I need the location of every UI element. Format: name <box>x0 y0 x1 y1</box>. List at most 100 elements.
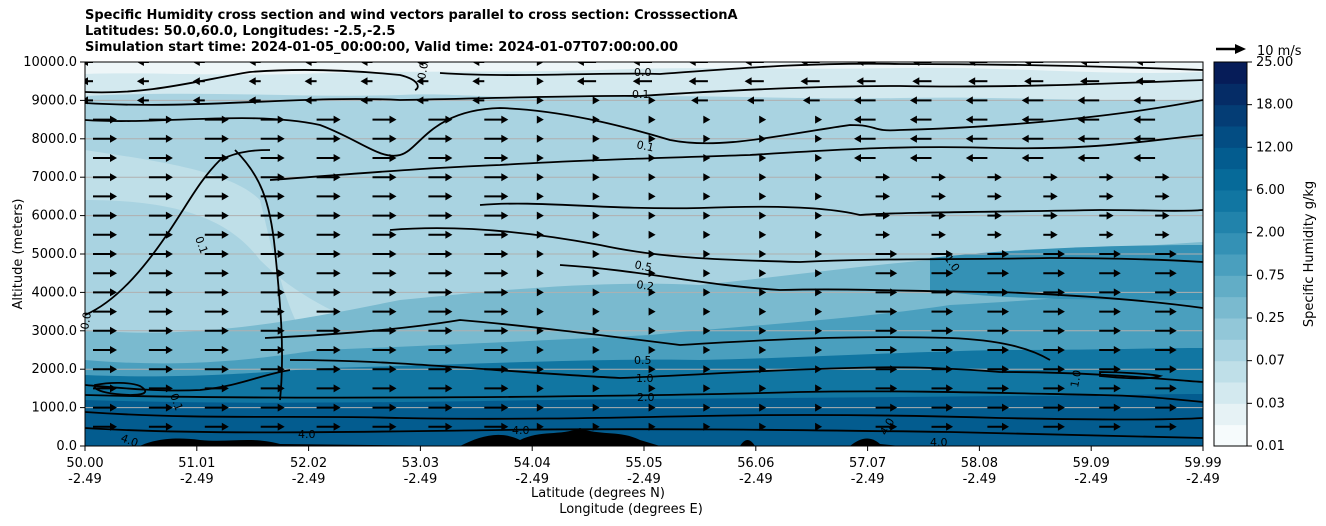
wind-vector <box>1080 77 1100 86</box>
wind-vector <box>931 422 954 431</box>
wind-vector <box>1099 326 1121 335</box>
y-axis-label: Altitude (meters) <box>11 199 26 310</box>
wind-vector-head <box>1113 346 1121 354</box>
wind-vector-head <box>1135 62 1143 66</box>
wind-vector-head <box>389 288 397 297</box>
wind-vector <box>93 307 117 316</box>
wind-vector-head <box>472 96 480 105</box>
wind-vector <box>987 403 1009 412</box>
wind-vector <box>703 134 711 143</box>
wind-vector-head <box>472 77 480 86</box>
wind-vector-head <box>221 365 229 374</box>
wind-vector <box>372 346 397 354</box>
wind-vector <box>204 230 229 239</box>
wind-vector <box>428 422 453 431</box>
wind-vector <box>428 192 453 201</box>
wind-vector-head <box>165 154 173 162</box>
wind-vector-head <box>501 230 509 239</box>
x-tick-label-lon: -2.49 <box>1074 472 1108 487</box>
wind-vector-head <box>333 365 341 374</box>
wind-vector <box>93 192 117 201</box>
wind-vector-head <box>389 384 397 393</box>
wind-vector <box>592 192 600 201</box>
wind-vector-head <box>536 250 544 258</box>
wind-vector-head <box>648 230 656 239</box>
contour-line <box>439 62 1203 76</box>
contour-line <box>234 149 283 401</box>
wind-vector-head <box>890 307 898 316</box>
wind-vector <box>648 307 656 316</box>
wind-vector-head <box>221 422 229 431</box>
wind-vector-head <box>536 269 544 278</box>
wind-vector <box>536 134 544 143</box>
wind-vector <box>316 307 341 316</box>
y-tick-label: 5000.0 <box>32 247 78 262</box>
wind-vector-head <box>592 422 600 431</box>
wind-vector <box>304 96 317 105</box>
wind-vector-head <box>85 96 88 105</box>
wind-vector <box>472 77 485 86</box>
wind-vector-head <box>165 134 173 143</box>
wind-vector <box>875 403 898 412</box>
wind-vector <box>260 365 285 374</box>
wind-vector-head <box>800 62 808 66</box>
x-tick-label-lat: 55.05 <box>625 456 662 471</box>
wind-vector <box>372 269 397 278</box>
wind-vector-head <box>445 230 453 239</box>
wind-vector-head <box>277 326 285 335</box>
wind-vector <box>472 96 485 105</box>
wind-vector <box>372 230 397 239</box>
wind-vector <box>536 250 544 258</box>
colorbar-segment <box>1214 254 1247 276</box>
contour-line <box>94 381 147 396</box>
wind-vector-head <box>389 154 397 162</box>
wind-vector-head <box>648 250 656 258</box>
wind-vector-head <box>938 230 946 239</box>
wind-vector <box>93 211 117 220</box>
wind-vector-head <box>1057 384 1065 393</box>
wind-vector-head <box>994 211 1002 220</box>
wind-vector-head <box>277 250 285 258</box>
wind-vector <box>304 77 317 86</box>
wind-vector <box>93 288 117 297</box>
wind-vector <box>759 154 767 162</box>
wind-vector <box>1155 384 1177 393</box>
wind-vector <box>747 96 764 105</box>
contour-line <box>389 227 1203 263</box>
wind-vector-head <box>1057 288 1065 297</box>
wind-vector <box>1155 346 1177 354</box>
wind-vector-head <box>277 115 285 124</box>
wind-vector <box>1155 250 1177 258</box>
wind-vector <box>372 173 397 182</box>
wind-vector <box>875 326 898 335</box>
wind-vector-head <box>1113 326 1121 335</box>
wind-vector <box>316 365 341 374</box>
wind-vector <box>148 211 173 220</box>
wind-vector-head <box>592 288 600 297</box>
wind-vector <box>536 173 544 182</box>
terrain <box>85 428 1203 446</box>
wind-vector-head <box>110 346 117 354</box>
wind-vector-head <box>1169 269 1177 278</box>
wind-vector-head <box>1050 192 1058 201</box>
wind-vector-head <box>703 250 711 258</box>
wind-vector <box>260 134 285 143</box>
wind-vector-head <box>165 346 173 354</box>
wind-vector <box>536 346 544 354</box>
wind-vector <box>744 62 764 66</box>
wind-vector-head <box>592 326 600 335</box>
wind-vector-head <box>333 134 341 143</box>
wind-vector-head <box>968 77 976 86</box>
wind-vector <box>428 365 453 374</box>
wind-vector-head <box>445 134 453 143</box>
wind-vector-head <box>536 422 544 431</box>
wind-vector <box>1155 211 1170 220</box>
wind-vector <box>316 173 341 182</box>
wind-vector-head <box>1113 250 1121 258</box>
wind-vector <box>987 192 1002 201</box>
wind-vector <box>759 173 767 182</box>
wind-vector-head <box>1057 269 1065 278</box>
wind-vector-head <box>1021 154 1029 162</box>
wind-vector-head <box>703 403 711 412</box>
wind-vector <box>484 384 509 393</box>
